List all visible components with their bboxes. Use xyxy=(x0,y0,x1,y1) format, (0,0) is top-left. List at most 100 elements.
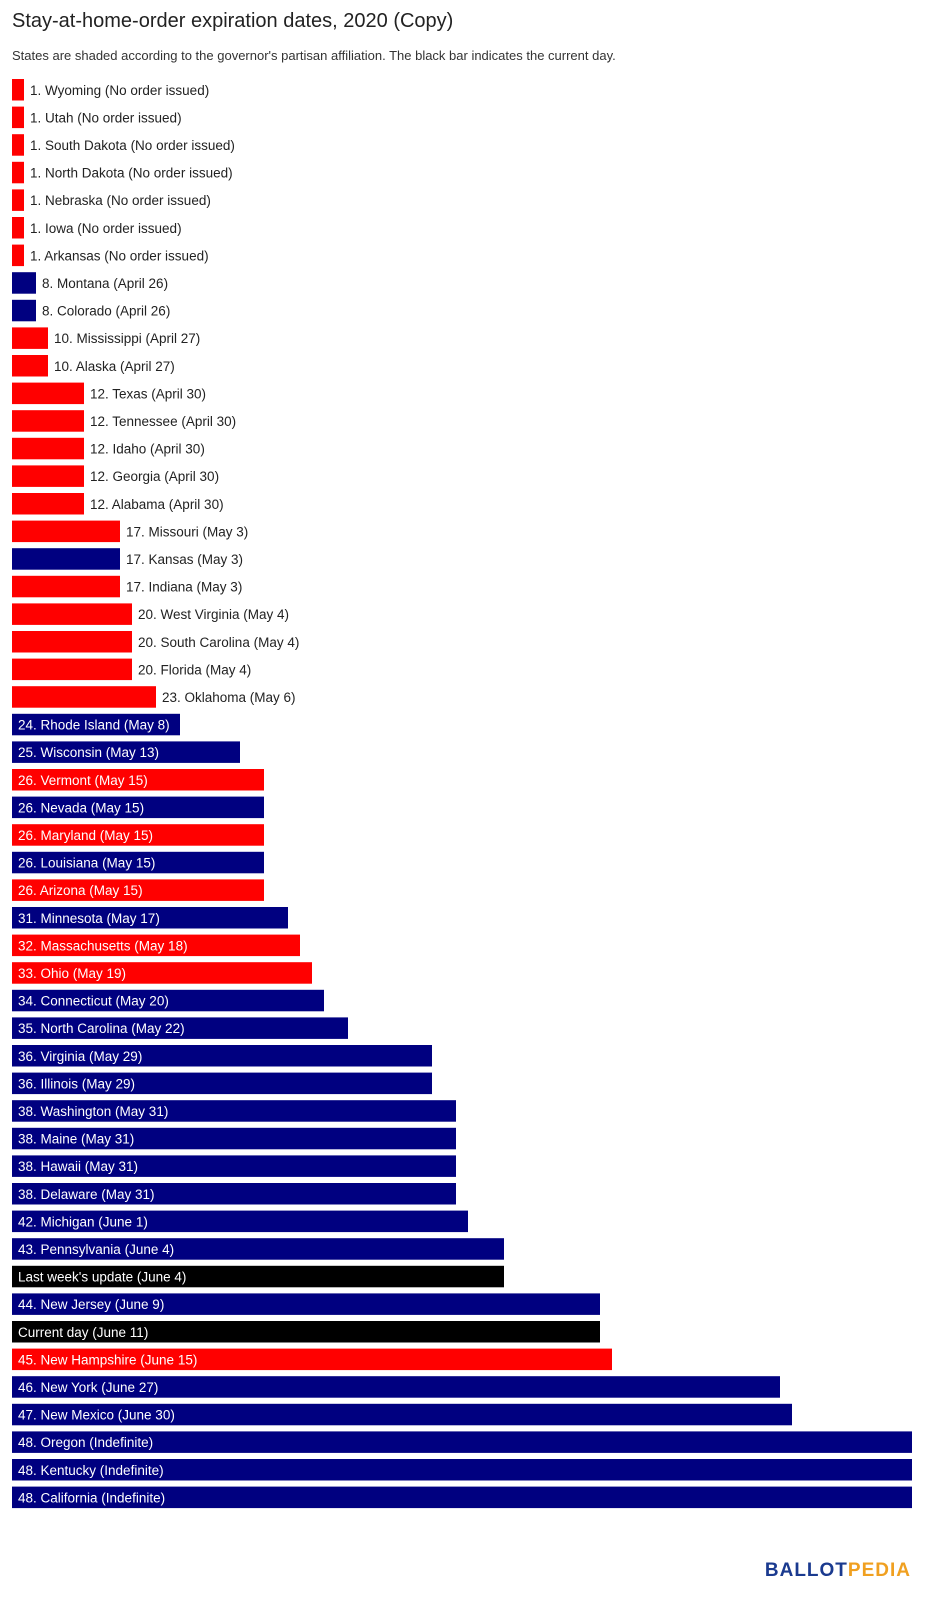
bar-label: 32. Massachusetts (May 18) xyxy=(18,938,188,953)
bar-label: 45. New Hampshire (June 15) xyxy=(18,1352,197,1367)
bar xyxy=(12,1100,456,1122)
bar xyxy=(12,299,36,322)
bar-label: 44. New Jersey (June 9) xyxy=(18,1297,164,1312)
bar-label: 12. Tennessee (April 30) xyxy=(90,414,236,429)
bar-label: 47. New Mexico (June 30) xyxy=(18,1408,175,1423)
bar xyxy=(12,1403,792,1426)
bar xyxy=(12,548,120,570)
bar xyxy=(12,631,132,653)
bar-label: 12. Alabama (April 30) xyxy=(90,497,224,512)
bar xyxy=(12,962,312,984)
bar-label: 1. Wyoming (No order issued) xyxy=(30,83,209,98)
bar xyxy=(12,658,132,681)
bar-label: 38. Washington (May 31) xyxy=(18,1104,168,1119)
bar-label: 23. Oklahoma (May 6) xyxy=(162,690,296,705)
bar-label: 1. South Dakota (No order issued) xyxy=(30,138,235,153)
bar xyxy=(12,1183,456,1205)
logo-part-2: PEDIA xyxy=(847,1560,911,1581)
bar-label: 20. South Carolina (May 4) xyxy=(138,635,299,650)
bar-label: 42. Michigan (June 1) xyxy=(18,1214,148,1229)
bar-label: 1. Arkansas (No order issued) xyxy=(30,248,209,263)
bar-label: 1. North Dakota (No order issued) xyxy=(30,166,233,181)
bar xyxy=(12,327,48,349)
bar-label: Current day (June 11) xyxy=(18,1325,148,1340)
bar-label: 17. Indiana (May 3) xyxy=(126,580,242,595)
bar xyxy=(12,686,156,708)
bar xyxy=(12,382,84,405)
bar xyxy=(12,575,120,598)
bar-label: 20. Florida (May 4) xyxy=(138,662,251,677)
bar-label: 17. Missouri (May 3) xyxy=(126,524,248,539)
bar xyxy=(12,1127,456,1150)
bar xyxy=(12,355,48,377)
bar xyxy=(12,410,84,432)
bar xyxy=(12,1348,612,1371)
bar xyxy=(12,1459,912,1481)
bar-label: 10. Alaska (April 27) xyxy=(54,359,175,374)
bar-label: 31. Minnesota (May 17) xyxy=(18,911,160,926)
bar-label: 1. Utah (No order issued) xyxy=(30,110,182,125)
bar xyxy=(12,1238,504,1260)
bar xyxy=(12,603,132,625)
bar xyxy=(12,741,240,763)
bar xyxy=(12,907,288,929)
bar xyxy=(12,713,180,736)
bar-label: 1. Nebraska (No order issued) xyxy=(30,193,211,208)
bar-label: 48. Oregon (Indefinite) xyxy=(18,1435,153,1450)
bar-label: 8. Colorado (April 26) xyxy=(42,304,170,319)
bar xyxy=(12,1045,432,1067)
bar-label: 38. Delaware (May 31) xyxy=(18,1187,155,1202)
bar-label: 20. West Virginia (May 4) xyxy=(138,607,289,622)
bar-label: 35. North Carolina (May 22) xyxy=(18,1021,185,1036)
bar-label: 48. California (Indefinite) xyxy=(18,1490,165,1505)
bar xyxy=(12,520,120,543)
bar-label: 12. Texas (April 30) xyxy=(90,386,206,401)
chart-title: Stay-at-home-order expiration dates, 202… xyxy=(12,10,454,32)
bar xyxy=(12,1431,912,1453)
bar xyxy=(12,1293,600,1315)
bar xyxy=(12,437,84,460)
bar-label: 38. Maine (May 31) xyxy=(18,1132,134,1147)
bar-label: 38. Hawaii (May 31) xyxy=(18,1159,138,1174)
bar-label: 46. New York (June 27) xyxy=(18,1380,158,1395)
bar xyxy=(12,1155,456,1177)
bar xyxy=(12,769,264,791)
bar xyxy=(12,161,24,184)
bar xyxy=(12,134,24,156)
bar-label: 12. Georgia (April 30) xyxy=(90,469,219,484)
bar-label: Last week's update (June 4) xyxy=(18,1270,186,1285)
bar-label: 24. Rhode Island (May 8) xyxy=(18,718,170,733)
ballotpedia-logo: BALLOTPEDIA xyxy=(765,1560,911,1582)
bar-label: 1. Iowa (No order issued) xyxy=(30,221,182,236)
bar-label: 26. Maryland (May 15) xyxy=(18,828,153,843)
bar xyxy=(12,1210,468,1233)
bar xyxy=(12,493,84,515)
bar xyxy=(12,1072,432,1095)
bar xyxy=(12,824,264,846)
bar-label: 26. Nevada (May 15) xyxy=(18,800,144,815)
bar xyxy=(12,272,36,294)
bar-label: 8. Montana (April 26) xyxy=(42,276,168,291)
bar xyxy=(12,217,24,239)
bar-label: 10. Mississippi (April 27) xyxy=(54,331,200,346)
chart-subtitle: States are shaded according to the gover… xyxy=(12,48,616,63)
bar-label: 36. Virginia (May 29) xyxy=(18,1049,142,1064)
bar xyxy=(12,989,324,1012)
bar-label: 12. Idaho (April 30) xyxy=(90,442,205,457)
bar xyxy=(12,465,84,487)
bar xyxy=(12,1486,912,1509)
bar-label: 26. Arizona (May 15) xyxy=(18,883,143,898)
bar xyxy=(12,796,264,819)
bar-label: 36. Illinois (May 29) xyxy=(18,1076,135,1091)
bar-label: 26. Vermont (May 15) xyxy=(18,773,148,788)
bar-label: 48. Kentucky (Indefinite) xyxy=(18,1463,164,1478)
bar-label: 43. Pennsylvania (June 4) xyxy=(18,1242,174,1257)
bar-label: 25. Wisconsin (May 13) xyxy=(18,745,159,760)
bar xyxy=(12,1376,780,1398)
logo-part-1: BALLOT xyxy=(764,1560,848,1581)
bar-label: 34. Connecticut (May 20) xyxy=(18,994,169,1009)
bar xyxy=(12,106,24,129)
bar-label: 17. Kansas (May 3) xyxy=(126,552,243,567)
bar xyxy=(12,1265,504,1288)
